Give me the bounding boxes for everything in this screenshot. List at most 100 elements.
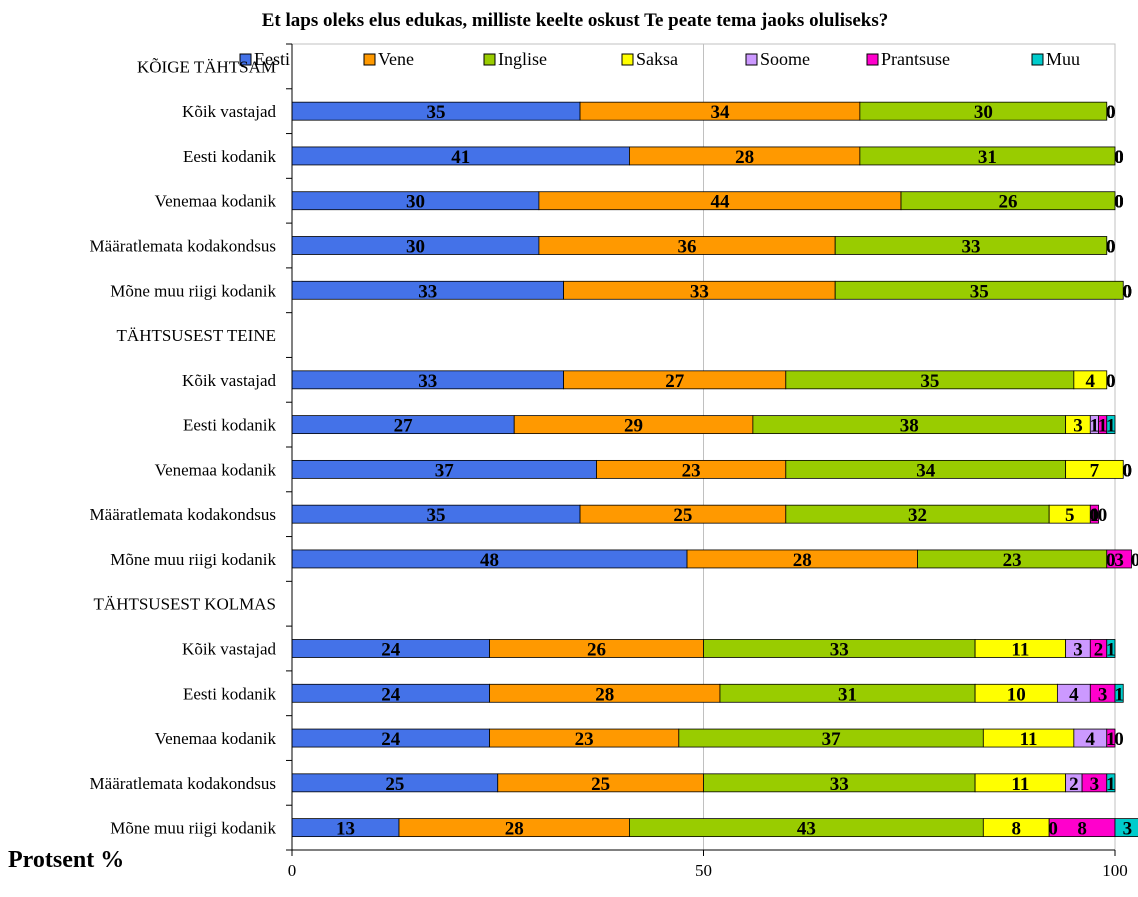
bar-segment: [1106, 549, 1132, 569]
data-label: 0: [1106, 237, 1116, 258]
data-label: 38: [900, 416, 919, 437]
data-label: 23: [1003, 550, 1022, 571]
data-label: 3: [1073, 640, 1083, 661]
data-label: 0: [1090, 505, 1100, 526]
data-label: 1: [1106, 774, 1116, 795]
category-label: Venemaa kodanik: [155, 460, 277, 479]
legend-item: Prantsuse: [866, 49, 950, 69]
category-label: Venemaa kodanik: [155, 729, 277, 748]
data-label: 28: [793, 550, 812, 571]
data-label: 0: [1106, 237, 1116, 258]
legend-label: Prantsuse: [881, 49, 950, 69]
data-label: 0: [1106, 237, 1116, 258]
category-label: Mõne muu riigi kodanik: [110, 550, 276, 569]
data-label: 5: [1065, 505, 1075, 526]
data-label: 0: [1122, 460, 1132, 481]
data-label: 35: [427, 102, 446, 123]
data-label: 34: [710, 102, 730, 123]
data-label: 1: [1106, 729, 1116, 750]
category-label: Mõne muu riigi kodanik: [110, 281, 276, 300]
bars: [291, 101, 1138, 838]
data-label: 37: [822, 729, 842, 750]
legend-item: Vene: [363, 49, 414, 69]
data-label: 0: [1122, 281, 1132, 302]
category-labels: KÕIGE TÄHTSAM Kõik vastajad Eesti kodanik V…: [90, 57, 277, 837]
data-label: 34: [916, 460, 936, 481]
data-label: 0: [1114, 147, 1124, 168]
data-label: 4: [1086, 371, 1096, 392]
bar-segment: [834, 280, 1124, 300]
data-label: 0: [1106, 102, 1116, 123]
bar-segment: [834, 236, 1108, 255]
data-label: 0: [1114, 147, 1124, 168]
data-label: 11: [1020, 729, 1038, 750]
data-label: 25: [673, 505, 692, 526]
data-label: 23: [575, 729, 594, 750]
data-label: 32: [908, 505, 927, 526]
data-label: 33: [418, 281, 437, 302]
bar-segment: [1106, 415, 1116, 435]
bar-segment: [1114, 818, 1138, 838]
legend-swatch: [621, 53, 634, 66]
data-label: 33: [830, 774, 849, 795]
data-label: 1: [1090, 505, 1100, 526]
legend-swatch: [745, 53, 758, 66]
legend-item: Inglise: [483, 49, 547, 69]
legend-label: Muu: [1046, 49, 1080, 69]
data-label: 24: [381, 729, 401, 750]
data-label: 25: [591, 774, 610, 795]
x-tick-label: 100: [1102, 861, 1128, 880]
data-label: 0: [1114, 192, 1124, 213]
legend-swatch: [866, 53, 879, 66]
data-label: 26: [999, 192, 1018, 213]
data-label: 0: [1106, 371, 1116, 392]
data-label: 24: [381, 684, 401, 705]
data-label: 0: [1122, 460, 1132, 481]
data-label: 0: [1131, 550, 1138, 571]
data-label: 3: [1123, 819, 1133, 840]
legend: Eesti Vene Inglise Saksa Soome Prantsuse Muu: [239, 49, 1080, 69]
data-label: 41: [451, 147, 470, 168]
data-label: 7: [1090, 460, 1100, 481]
data-label: 4: [1086, 729, 1096, 750]
data-label: 1: [1106, 640, 1116, 661]
data-label: 0: [1114, 147, 1124, 168]
legend-item: Eesti: [239, 49, 290, 69]
data-label: 0: [1114, 147, 1124, 168]
axes: 0 50 100: [286, 43, 1128, 880]
group-header-label: TÄHTSUSEST TEINE: [117, 326, 276, 345]
data-label: 13: [336, 819, 355, 840]
data-label: 28: [595, 684, 614, 705]
data-label: 33: [830, 640, 849, 661]
data-label: 0: [1106, 550, 1116, 571]
data-label: 1: [1106, 416, 1116, 437]
category-label: Määratlemata kodakondsus: [90, 774, 276, 793]
legend-label: Eesti: [254, 49, 290, 69]
chart-title: Et laps oleks elus edukas, milliste keel…: [262, 10, 889, 31]
legend-swatch: [483, 53, 496, 66]
data-label: 1: [1114, 684, 1124, 705]
data-label: 0: [1122, 281, 1132, 302]
bar-segment: [1106, 639, 1116, 658]
bar-segment: [1106, 728, 1116, 748]
bar-segment: [900, 191, 1116, 211]
bar-segment: [1114, 683, 1124, 703]
data-label: 0: [1106, 371, 1116, 392]
data-label: 28: [735, 147, 754, 168]
data-label: 3: [1090, 774, 1100, 795]
category-label: Eesti kodanik: [183, 147, 277, 166]
data-label: 23: [682, 460, 701, 481]
data-label: 2: [1094, 640, 1104, 661]
data-label: 27: [665, 371, 685, 392]
data-label: 0: [1114, 192, 1124, 213]
data-label: 4: [1069, 684, 1079, 705]
data-label: 10: [1007, 684, 1026, 705]
legend-swatch: [363, 53, 376, 66]
legend-item: Soome: [745, 49, 810, 69]
data-label: 0: [1122, 281, 1132, 302]
data-label: 31: [978, 147, 997, 168]
data-label: 3: [1098, 684, 1108, 705]
data-label: 11: [1011, 774, 1029, 795]
legend-swatch: [239, 53, 252, 66]
